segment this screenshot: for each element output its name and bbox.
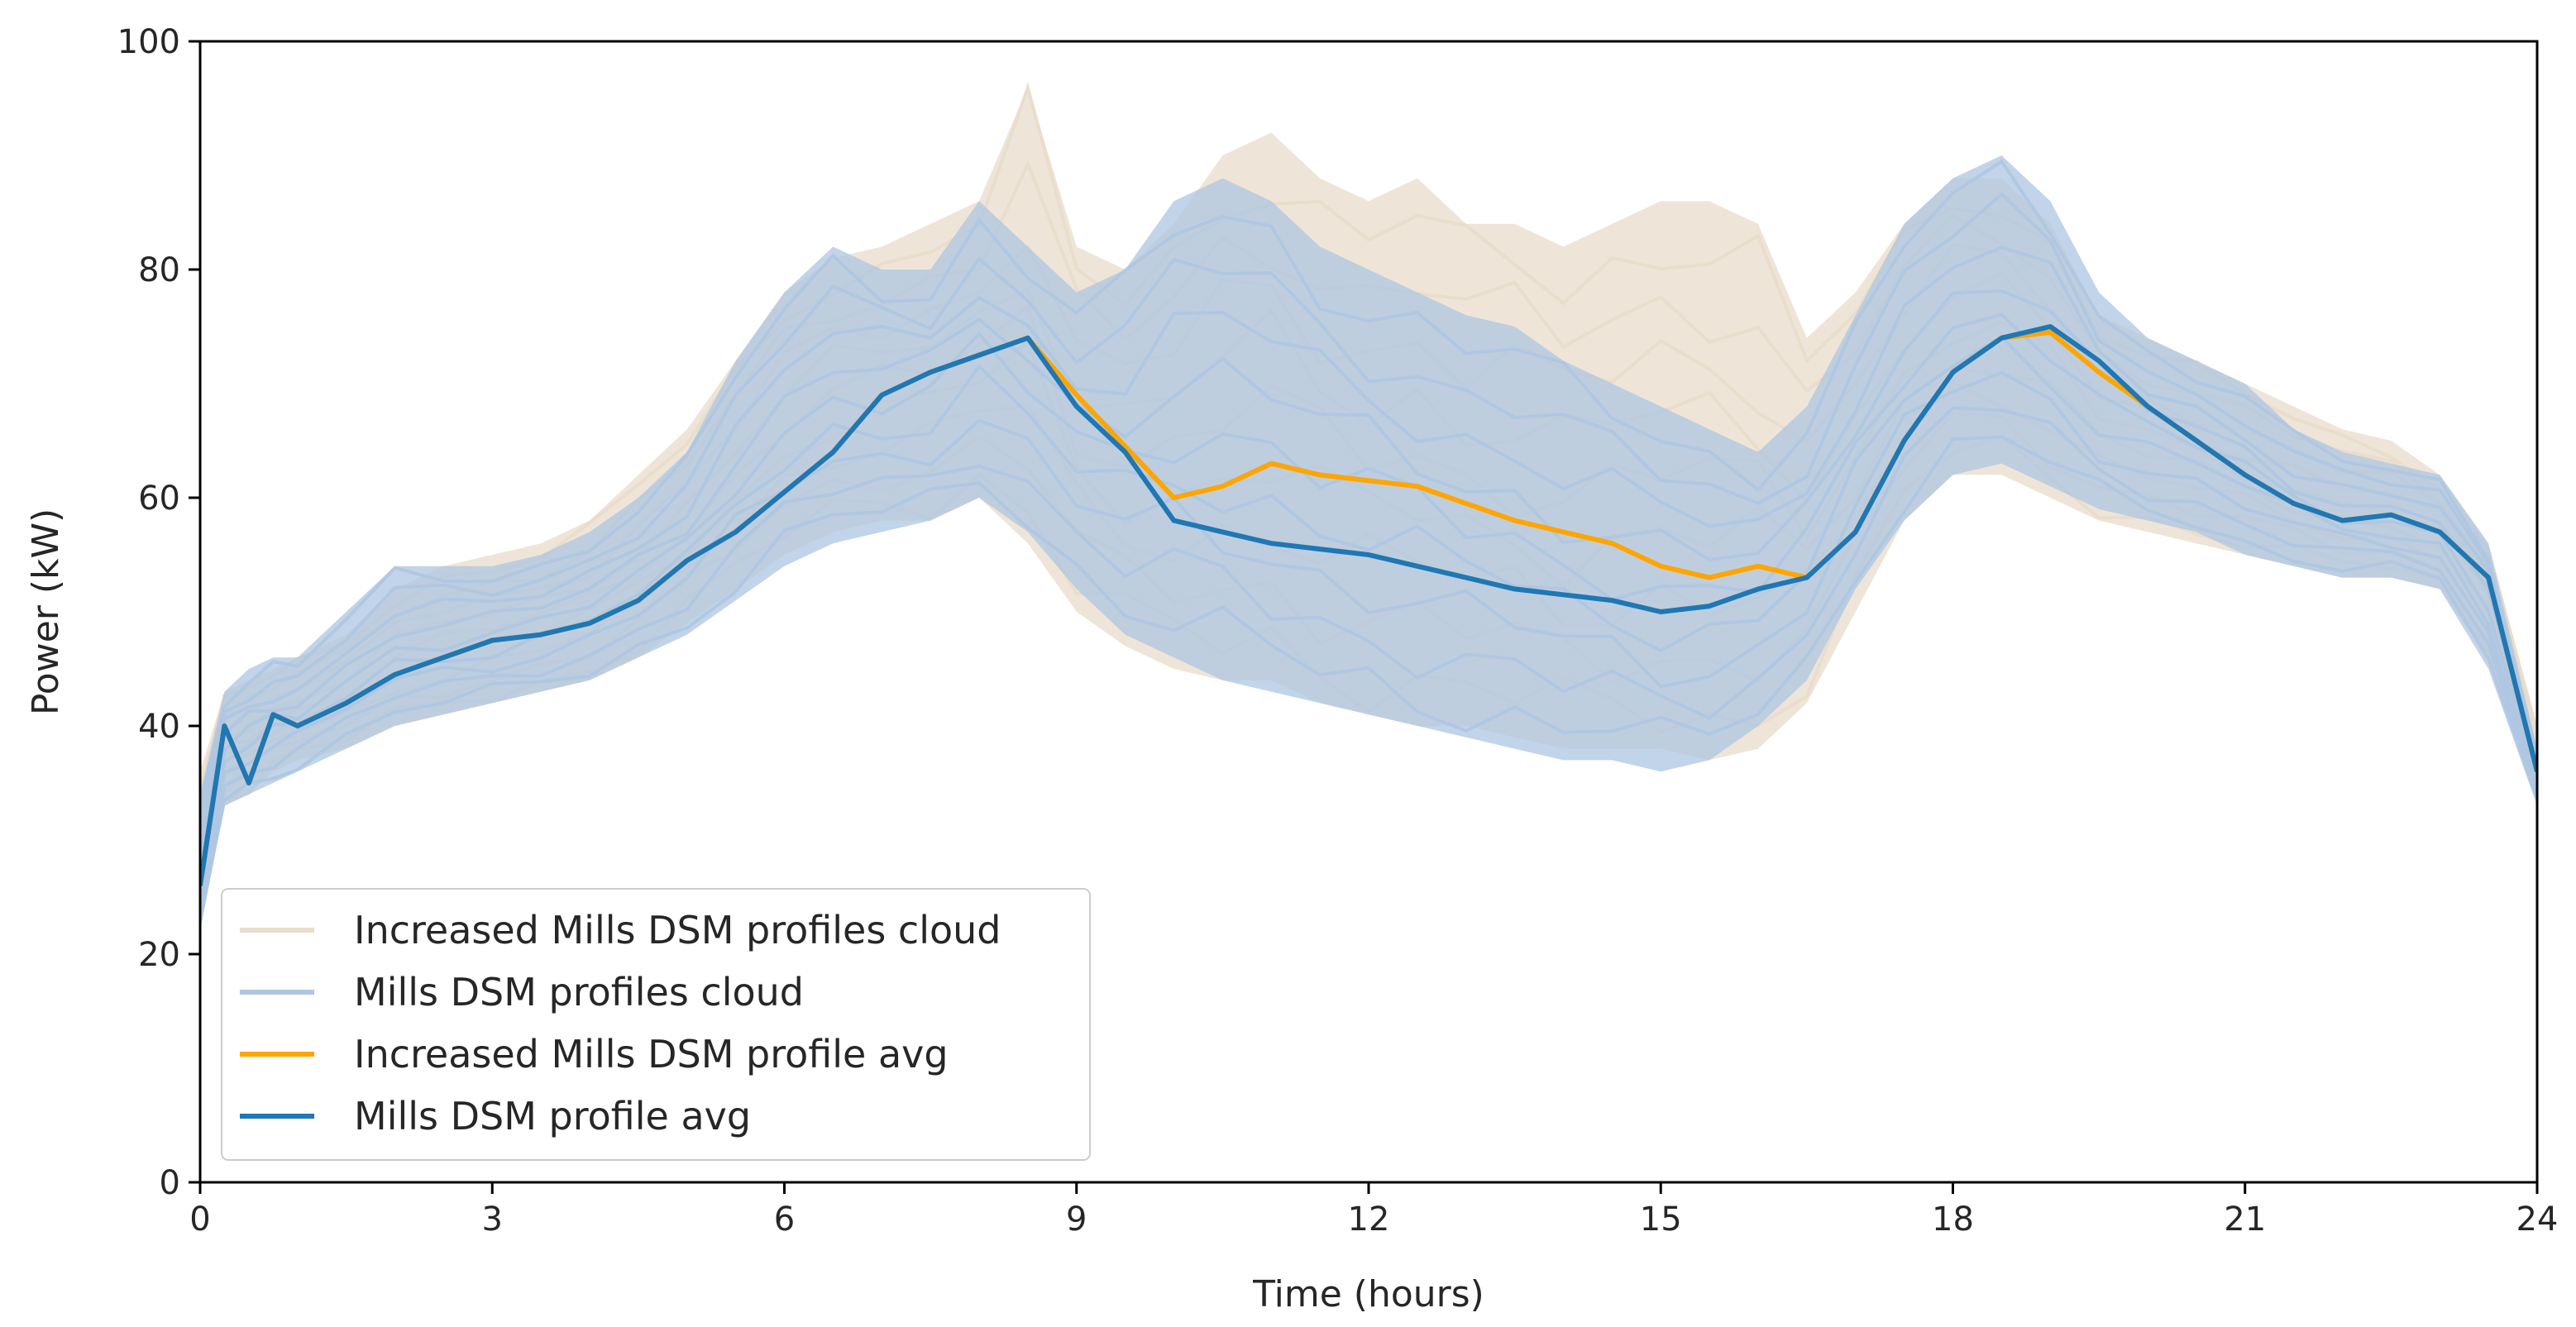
x-axis: 0 3 6 9 12 15 18 21 24 bbox=[189, 1182, 2558, 1239]
x-axis-label: Time (hours) bbox=[1252, 1273, 1484, 1315]
y-tick-label: 0 bbox=[160, 1164, 180, 1202]
x-tick-label: 6 bbox=[774, 1201, 795, 1239]
cloud-band-1 bbox=[200, 155, 2537, 932]
x-tick-label: 0 bbox=[189, 1201, 210, 1239]
cloud-profile-line-1 bbox=[200, 370, 2537, 898]
x-tick-label: 18 bbox=[1932, 1201, 1974, 1239]
cloud-profile-line-1 bbox=[200, 245, 2537, 835]
y-axis-label: Power (kW) bbox=[25, 508, 67, 715]
y-tick-label: 20 bbox=[138, 936, 180, 974]
x-tick-label: 9 bbox=[1066, 1201, 1087, 1239]
cloud-profile-line-1 bbox=[200, 192, 2537, 818]
legend-box bbox=[221, 888, 1091, 1161]
y-tick-label: 100 bbox=[117, 23, 180, 61]
legend-label-mills-avg: Mills DSM profile avg bbox=[354, 1094, 751, 1138]
y-tick-label: 40 bbox=[138, 708, 180, 746]
plot-area bbox=[200, 82, 2537, 932]
mills-avg-line bbox=[200, 324, 2537, 886]
y-tick-label: 60 bbox=[138, 480, 180, 518]
x-tick-label: 24 bbox=[2516, 1201, 2559, 1239]
cloud-profile-line-1 bbox=[200, 313, 2537, 860]
cloud-profile-line-1 bbox=[200, 334, 2537, 877]
legend-label-increased-avg: Increased Mills DSM profile avg bbox=[354, 1032, 949, 1076]
legend-label-increased-cloud: Increased Mills DSM profiles cloud bbox=[354, 908, 1001, 952]
x-tick-label: 21 bbox=[2224, 1201, 2266, 1239]
x-tick-label: 3 bbox=[482, 1201, 503, 1239]
cloud-profile-line-1 bbox=[200, 406, 2537, 914]
cloud-profile-line-1 bbox=[200, 435, 2537, 919]
legend-label-mills-cloud: Mills DSM profiles cloud bbox=[354, 970, 804, 1014]
x-tick-label: 12 bbox=[1348, 1201, 1390, 1239]
profile-clouds bbox=[200, 82, 2537, 932]
y-tick-label: 80 bbox=[138, 251, 180, 289]
y-axis: 0 20 40 60 80 100 bbox=[117, 23, 200, 1202]
cloud-profile-line-1 bbox=[200, 159, 2537, 804]
legend: Increased Mills DSM profiles cloud Mills… bbox=[221, 888, 1091, 1161]
average-lines bbox=[200, 324, 2537, 886]
x-tick-label: 15 bbox=[1640, 1201, 1682, 1239]
